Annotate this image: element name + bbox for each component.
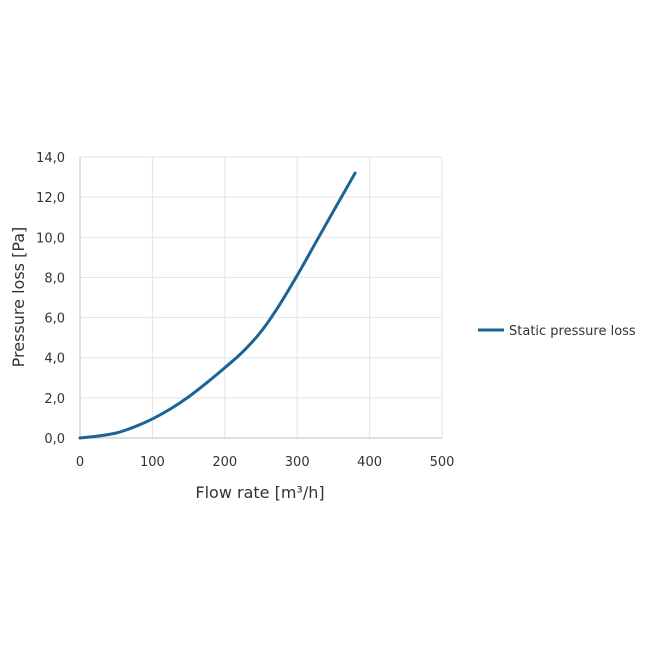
x-axis-title: Flow rate [m³/h]	[195, 483, 324, 502]
y-tick-label: 2,0	[44, 392, 65, 407]
x-tick-label: 200	[212, 455, 237, 470]
axes	[79, 157, 442, 439]
legend-label: Static pressure loss	[509, 324, 636, 339]
y-tick-label: 8,0	[44, 271, 65, 286]
tick-labels: 0 100 200 300 400 500 0,0 2,0 4,0 6,0 8,0 10,0 12,0 1…	[36, 151, 454, 470]
x-tick-label: 100	[140, 455, 165, 470]
legend: Static pressure loss	[478, 324, 636, 339]
y-tick-label: 10,0	[36, 231, 65, 246]
grid	[80, 156, 443, 438]
y-axis-title: Pressure loss [Pa]	[9, 227, 28, 368]
x-tick-label: 0	[76, 455, 84, 470]
y-tick-label: 0,0	[44, 432, 65, 447]
series-line-static-pressure-loss	[78, 171, 357, 440]
y-tick-label: 14,0	[36, 151, 65, 166]
y-tick-label: 12,0	[36, 191, 65, 206]
x-tick-label: 500	[430, 455, 455, 470]
series-layer	[78, 171, 357, 440]
y-tick-label: 4,0	[44, 352, 65, 367]
y-tick-label: 6,0	[44, 312, 65, 327]
x-tick-label: 400	[357, 455, 382, 470]
x-tick-label: 300	[285, 455, 310, 470]
